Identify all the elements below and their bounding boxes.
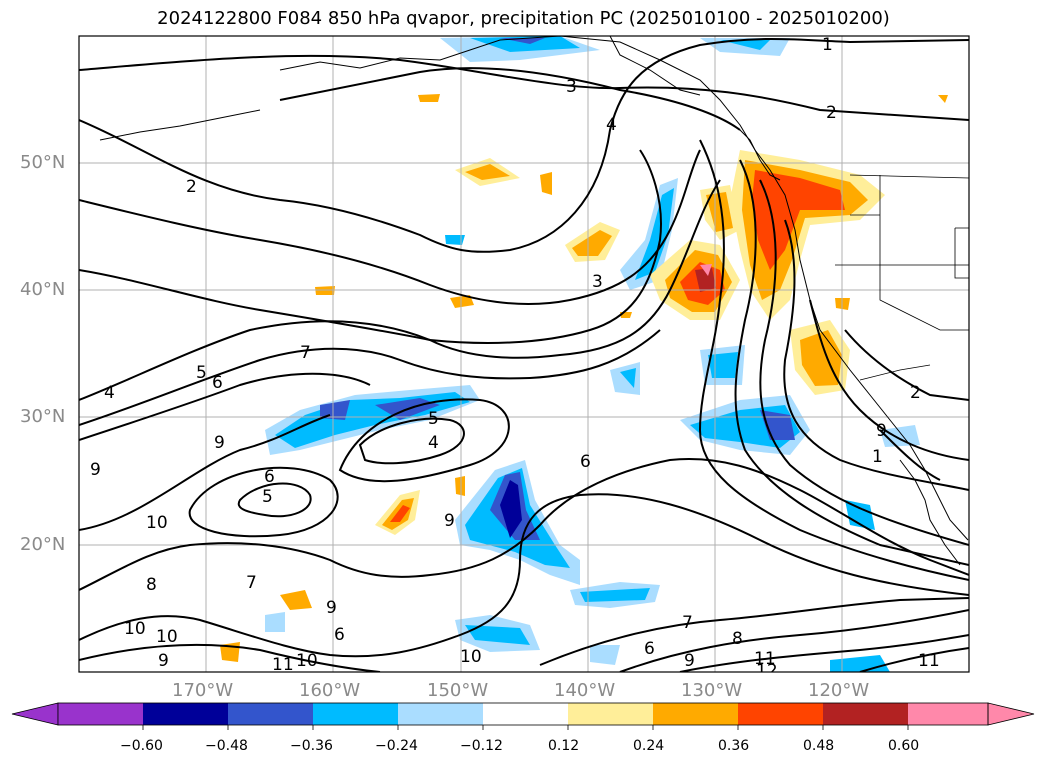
colorbar-bin (228, 703, 313, 725)
colorbar-bin (483, 703, 568, 725)
colorbar-tick-label: 0.36 (718, 738, 750, 754)
contour-label: 9 (158, 651, 169, 671)
contour-label: 9 (214, 433, 225, 453)
lon-label: 170°W (172, 680, 234, 701)
colorbar-bin (568, 703, 653, 725)
contour-label: 6 (212, 373, 223, 393)
contour-label: 5 (262, 487, 273, 507)
lat-label: 50°N (20, 152, 66, 173)
contour-labels: 1 2 3 3 2 4 5 6 7 9 6 5 4 5 6 9 10 8 7 9… (90, 35, 940, 681)
contour-label: 7 (246, 573, 257, 593)
colorbar-bin (58, 703, 143, 725)
lon-label: 140°W (554, 680, 616, 701)
contour-label: 5 (196, 363, 207, 383)
contour-label: 8 (146, 575, 157, 595)
contour-label: 3 (592, 272, 603, 292)
state-borders (835, 174, 969, 381)
colorbar-bin (823, 703, 908, 725)
contour-label: 2 (910, 383, 921, 403)
colorbar-tick-label: 0.60 (888, 738, 920, 754)
map-title: 2024122800 F084 850 hPa qvapor, precipit… (157, 8, 890, 29)
contour-label: 9 (684, 651, 695, 671)
colorbar-bin (398, 703, 483, 725)
lat-label: 20°N (20, 534, 66, 555)
colorbar-bin (313, 703, 398, 725)
contour-label: 1 (872, 447, 883, 467)
contour-label: 1 (822, 35, 833, 55)
contour-lines (79, 37, 969, 672)
contour-label: 9 (444, 511, 455, 531)
colorbar-bin (738, 703, 823, 725)
contour-label: 6 (644, 639, 655, 659)
contour-label: 6 (264, 467, 275, 487)
contour-label: 10 (296, 651, 318, 671)
contour-label: 11 (272, 655, 294, 675)
map-frame (78, 35, 970, 673)
colorbar-extend-high (987, 702, 1035, 726)
contour-label: 3 (566, 77, 577, 97)
gridlines (79, 36, 969, 672)
contour-label: 6 (580, 452, 591, 472)
colorbar-bin (143, 703, 228, 725)
contour-label: 8 (732, 629, 743, 649)
contour-label: 9 (876, 421, 887, 441)
coastlines (99, 36, 969, 566)
contour-label: 11 (918, 651, 940, 671)
contour-label: 9 (90, 460, 101, 480)
contour-label: 11 (754, 649, 776, 669)
colorbar-tick-label: −0.60 (120, 738, 163, 754)
contour-label: 7 (300, 343, 311, 363)
contour-label: 4 (606, 115, 617, 135)
contour-label: 10 (460, 647, 482, 667)
lon-label: 120°W (808, 680, 870, 701)
colorbar-tick-label: 0.24 (633, 738, 665, 754)
lon-label: 130°W (681, 680, 743, 701)
contour-label: 10 (124, 619, 146, 639)
colorbar-bin (653, 703, 738, 725)
colorbar-tick-label: −0.48 (205, 738, 248, 754)
map-plot-area: 1 2 3 3 2 4 5 6 7 9 6 5 4 5 6 9 10 8 7 9… (79, 35, 969, 681)
lon-label: 160°W (299, 680, 361, 701)
contour-label: 2 (826, 103, 837, 123)
colorbar-extend-low (11, 702, 59, 726)
lat-label: 30°N (20, 406, 66, 427)
colorbar-tick-label: 0.12 (548, 738, 580, 754)
contour-label: 9 (326, 598, 337, 618)
colorbar-tick-label: −0.36 (290, 738, 333, 754)
colorbar (11, 702, 1035, 730)
colorbar-tick-label: −0.24 (375, 738, 418, 754)
contour-label: 6 (334, 625, 345, 645)
contour-label: 10 (156, 627, 178, 647)
contour-label: 12 (756, 661, 778, 681)
colorbar-tick-label: 0.48 (803, 738, 835, 754)
contour-label: 5 (428, 409, 439, 429)
colorbar-tick-label: −0.12 (460, 738, 503, 754)
lon-label: 150°W (427, 680, 489, 701)
positive-precip-patches (220, 94, 948, 662)
contour-label: 10 (146, 513, 168, 533)
contour-label: 4 (428, 433, 439, 453)
contour-label: 7 (682, 613, 693, 633)
contour-label: 2 (186, 177, 197, 197)
contour-label: 4 (104, 383, 115, 403)
lat-label: 40°N (20, 279, 66, 300)
colorbar-bin (908, 703, 988, 725)
